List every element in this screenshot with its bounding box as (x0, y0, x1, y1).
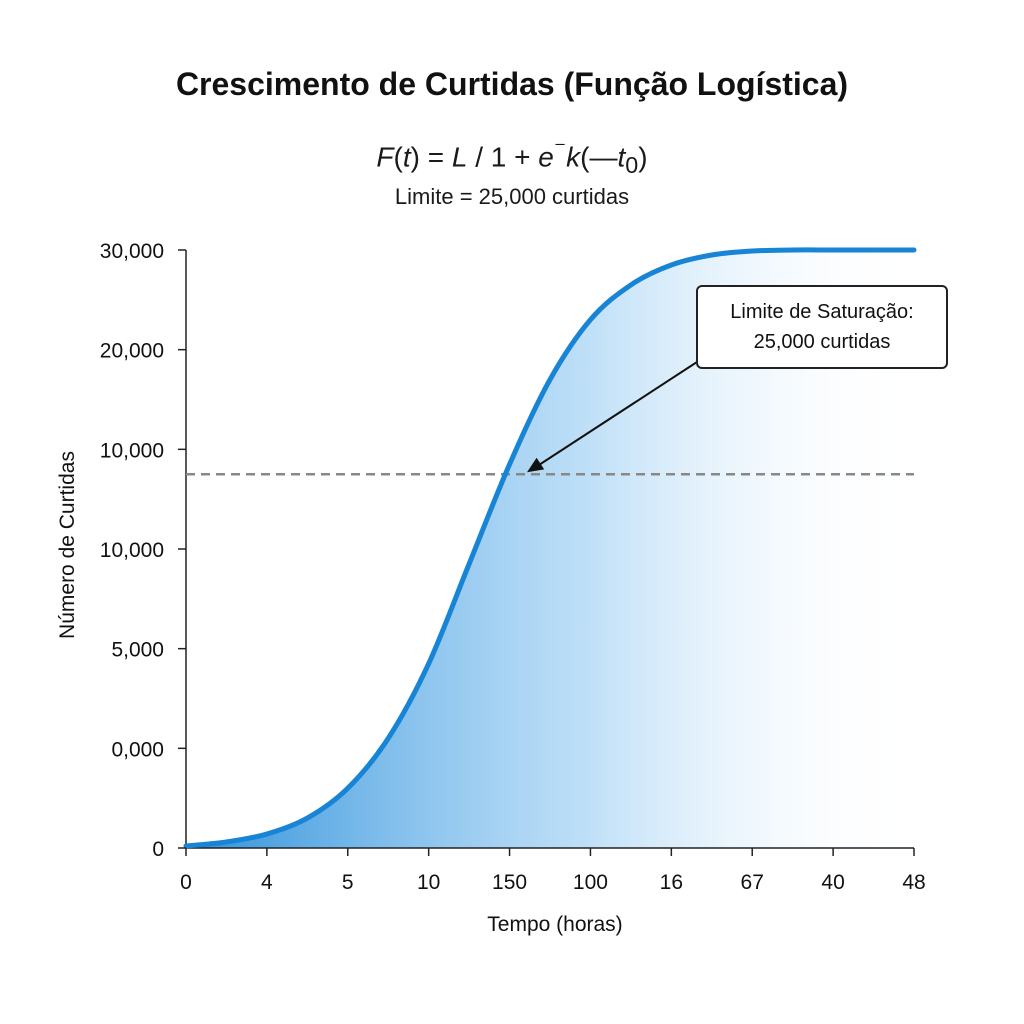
y-tick-label: 30,000 (100, 240, 164, 263)
y-tick-label: 0,000 (111, 738, 164, 761)
x-tick-label: 0 (180, 871, 192, 894)
formula-k: k (566, 141, 581, 173)
logistic-curve-line (183, 247, 917, 849)
chart-subtitle: Limite = 25,000 curtidas (394, 184, 630, 209)
formula-exp: ⁻ (553, 135, 567, 161)
saturation-annotation: Limite de Saturação: 25,000 curtidas (696, 285, 948, 369)
formula-close: ) (638, 141, 648, 173)
x-tick-label: 100 (573, 871, 608, 894)
formula-t0: t (617, 141, 626, 173)
annotation-line1: Limite de Saturação: (730, 301, 914, 323)
curve-area-fill (186, 249, 914, 848)
formula-sub: 0 (625, 151, 639, 178)
y-tick-label: 5,000 (111, 639, 164, 662)
x-tick-label: 150 (492, 871, 527, 894)
formula-t: t (402, 141, 411, 173)
arrow-layer (527, 361, 698, 473)
formula: F(t) = L / 1 + e⁻k(—t0) (0, 134, 1024, 179)
y-tick-label: 20,000 (100, 340, 164, 363)
y-tick-label: 10,000 (100, 439, 164, 462)
x-tick-label: 67 (741, 871, 764, 894)
y-tick-label: 10,000 (100, 539, 164, 562)
y-tick-label: 0 (152, 838, 164, 861)
x-tick-label: 5 (342, 871, 354, 894)
formula-e: e (538, 141, 554, 173)
annotation-arrow-head (527, 457, 545, 473)
x-tick-label: 40 (821, 871, 844, 894)
annotation-line2: 25,000 curtidas (753, 331, 891, 353)
formula-l: L (451, 141, 468, 173)
annotation-arrow-line (536, 361, 698, 468)
x-tick-label: 16 (660, 871, 683, 894)
formula-f: F (376, 141, 394, 173)
ticks-layer: 0 0,000 5,000 10,000 10,000 20,000 30,000 0 4 5 10… (100, 240, 926, 894)
x-tick-label: 10 (417, 871, 440, 894)
curve-layer (183, 247, 917, 849)
y-axis-label: Número de Curtidas (56, 451, 79, 639)
x-axis-label: Tempo (horas) (487, 913, 622, 936)
x-tick-label: 4 (261, 871, 273, 894)
formula-tail: (— (580, 141, 618, 173)
formula-middle: ) = (410, 141, 452, 173)
formula-divide: / 1 + (467, 141, 539, 173)
chart-title: Crescimento de Curtidas (Função Logístic… (175, 66, 849, 102)
formula-open: ( (393, 141, 403, 173)
x-tick-label: 48 (902, 871, 925, 894)
curve-fill-layer (186, 249, 914, 848)
